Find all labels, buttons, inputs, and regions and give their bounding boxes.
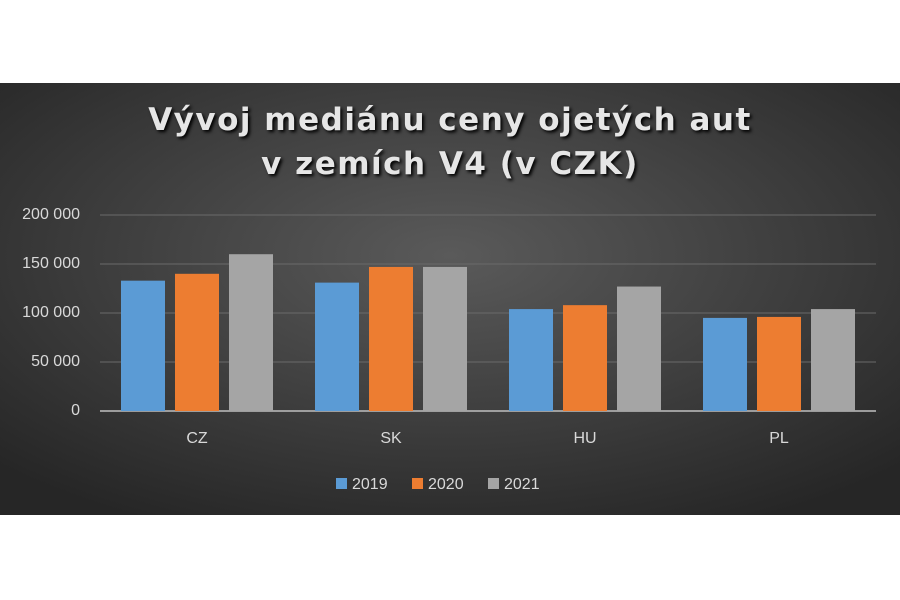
- x-tick-label: SK: [380, 430, 402, 447]
- bar: [703, 317, 747, 411]
- legend-label: 2020: [428, 476, 464, 493]
- bar: [423, 266, 467, 411]
- bar: [811, 309, 855, 411]
- y-tick-label: 100 000: [22, 304, 80, 321]
- x-tick-label: CZ: [186, 430, 208, 447]
- bar: [229, 254, 273, 411]
- y-tick-label: 0: [71, 402, 80, 419]
- bar: [617, 286, 661, 411]
- bar: [563, 305, 607, 411]
- y-tick-label: 150 000: [22, 255, 80, 272]
- x-tick-label: PL: [769, 430, 789, 447]
- y-tick-label: 50 000: [31, 353, 80, 370]
- bar: [757, 316, 801, 411]
- x-tick-label: HU: [573, 430, 596, 447]
- legend-label: 2021: [504, 476, 540, 493]
- y-tick-label: 200 000: [22, 206, 80, 223]
- bar: [369, 266, 413, 411]
- legend-swatch: [488, 478, 499, 489]
- bar: [175, 273, 219, 411]
- legend-swatch: [412, 478, 423, 489]
- legend-label: 2019: [352, 476, 388, 493]
- bar: [509, 309, 553, 411]
- legend-swatch: [336, 478, 347, 489]
- bar: [121, 280, 165, 411]
- chart-title: Vývoj mediánu ceny ojetých aut v zemích …: [148, 102, 752, 182]
- bar: [315, 282, 359, 411]
